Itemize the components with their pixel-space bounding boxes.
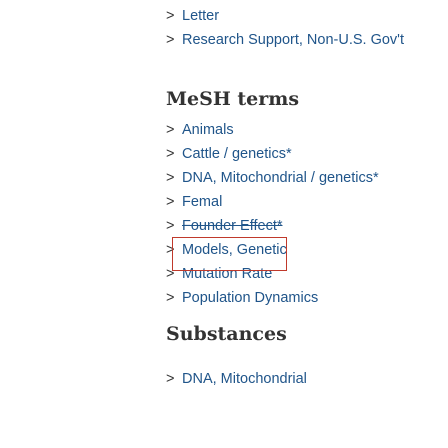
list-item-label: Founder Effect* xyxy=(182,218,283,234)
substances-list: > DNA, Mitochondrial xyxy=(166,367,307,391)
mesh-item-female[interactable]: > Femal xyxy=(166,190,379,214)
list-item-label: Cattle / genetics* xyxy=(182,146,292,162)
chevron-right-icon: > xyxy=(166,8,175,24)
list-item-label: Femal xyxy=(182,194,223,210)
chevron-right-icon: > xyxy=(166,371,175,387)
highlight-box xyxy=(172,237,287,271)
mesh-item-dna-mitochondrial[interactable]: > DNA, Mitochondrial / genetics* xyxy=(166,166,379,190)
mesh-terms-list: > Animals > Cattle / genetics* > DNA, Mi… xyxy=(166,118,379,310)
list-item-label: Population Dynamics xyxy=(182,290,319,306)
publication-types-list: > Letter > Research Support, Non-U.S. Go… xyxy=(166,4,404,52)
chevron-right-icon: > xyxy=(166,194,175,210)
list-item-letter[interactable]: > Letter xyxy=(166,4,404,28)
list-item-label: Animals xyxy=(182,122,234,138)
list-item-research-support[interactable]: > Research Support, Non-U.S. Gov't xyxy=(166,28,404,52)
mesh-item-cattle[interactable]: > Cattle / genetics* xyxy=(166,142,379,166)
chevron-right-icon: > xyxy=(166,170,175,186)
chevron-right-icon: > xyxy=(166,242,175,258)
list-item-label: Letter xyxy=(182,8,220,24)
list-item-label: DNA, Mitochondrial / genetics* xyxy=(182,170,379,186)
chevron-right-icon: > xyxy=(166,218,175,234)
substance-item-dna-mitochondrial[interactable]: > DNA, Mitochondrial xyxy=(166,367,307,391)
chevron-right-icon: > xyxy=(166,32,175,48)
chevron-right-icon: > xyxy=(166,266,175,282)
mesh-item-animals[interactable]: > Animals xyxy=(166,118,379,142)
list-item-label: DNA, Mitochondrial xyxy=(182,371,307,387)
mesh-item-population-dynamics[interactable]: > Population Dynamics xyxy=(166,286,379,310)
mesh-terms-heading: MeSH terms xyxy=(166,88,300,110)
chevron-right-icon: > xyxy=(166,122,175,138)
chevron-right-icon: > xyxy=(166,290,175,306)
substances-heading: Substances xyxy=(166,323,287,345)
mesh-item-models-genetic[interactable]: > Models, Genetic xyxy=(166,238,379,262)
list-item-label: Research Support, Non-U.S. Gov't xyxy=(182,32,404,48)
list-item-label: Models, Genetic xyxy=(182,242,287,258)
mesh-item-founder-effect[interactable]: > Founder Effect* xyxy=(166,214,379,238)
chevron-right-icon: > xyxy=(166,146,175,162)
